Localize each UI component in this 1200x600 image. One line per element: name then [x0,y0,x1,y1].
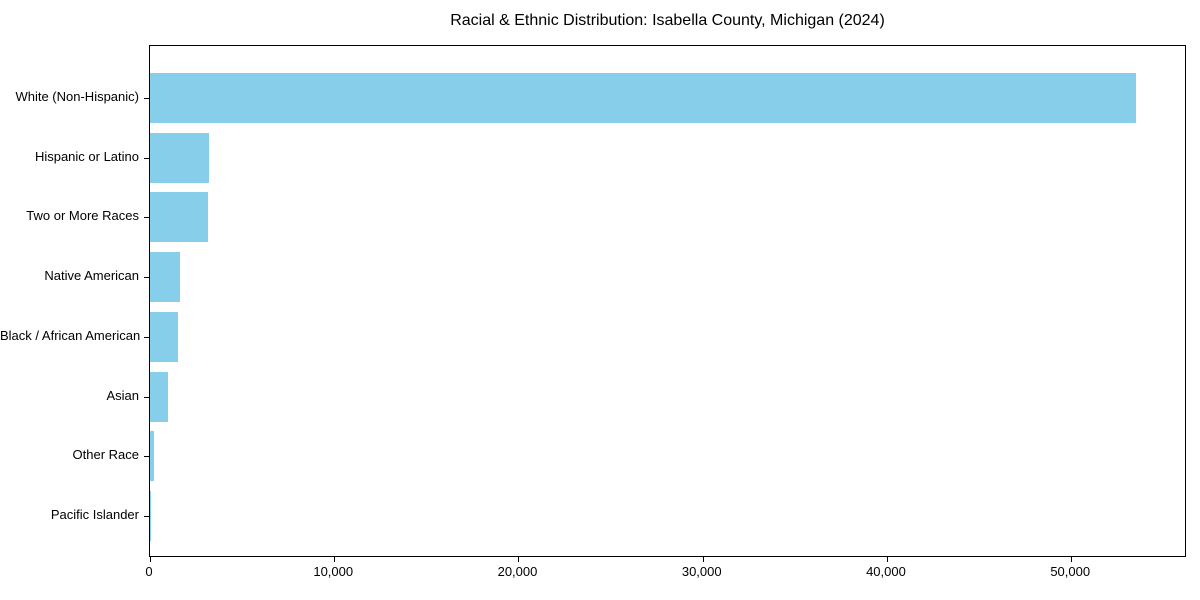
y-tick-label-pacific-islander: Pacific Islander [50,506,139,522]
y-tick-label-two-or-more-races: Two or More Races [26,208,139,224]
y-tick-mark [144,515,149,517]
chart-title: Racial & Ethnic Distribution: Isabella C… [450,12,885,29]
y-tick-mark [144,217,149,219]
x-tick-label-30000: 30,000 [681,564,722,579]
y-tick-mark [144,157,149,159]
plot-area [144,45,1186,562]
x-tick-mark [886,557,888,562]
x-tick-label-0: 0 [145,564,153,579]
bar-hispanic-or-latino [150,132,209,183]
y-tick-mark [144,277,149,279]
x-tick-mark [334,557,336,562]
x-tick-label-50000: 50,000 [1050,564,1091,579]
y-tick-label-other-race: Other Race [72,447,139,463]
x-tick-mark [150,557,151,562]
bar-white-non-hispanic [150,73,1136,123]
x-tick-label-10000: 10,000 [313,564,354,579]
x-tick-mark [1071,557,1073,562]
y-tick-mark [144,336,149,338]
bar-other-race [150,431,155,482]
y-tick-label-asian: Asian [106,387,139,403]
x-tick-mark [518,557,520,562]
y-tick-label-hispanic-or-latino: Hispanic or Latino [34,148,139,164]
bar-asian [150,371,169,422]
y-tick-label-black-african-american: Black / African American [0,327,141,343]
x-tick-label-20000: 20,000 [497,564,538,579]
y-tick-mark [144,396,149,398]
y-tick-label-native-american: Native American [44,268,139,284]
y-tick-mark [144,98,149,99]
y-tick-label-white-non-hispanic: White (Non-Hispanic) [15,89,139,104]
bar-two-or-more-races [150,192,209,243]
bar-black-african-american [150,311,178,362]
y-tick-mark [144,456,149,458]
x-tick-label-40000: 40,000 [866,564,906,579]
x-tick-mark [702,557,704,562]
bar-native-american [150,252,181,303]
